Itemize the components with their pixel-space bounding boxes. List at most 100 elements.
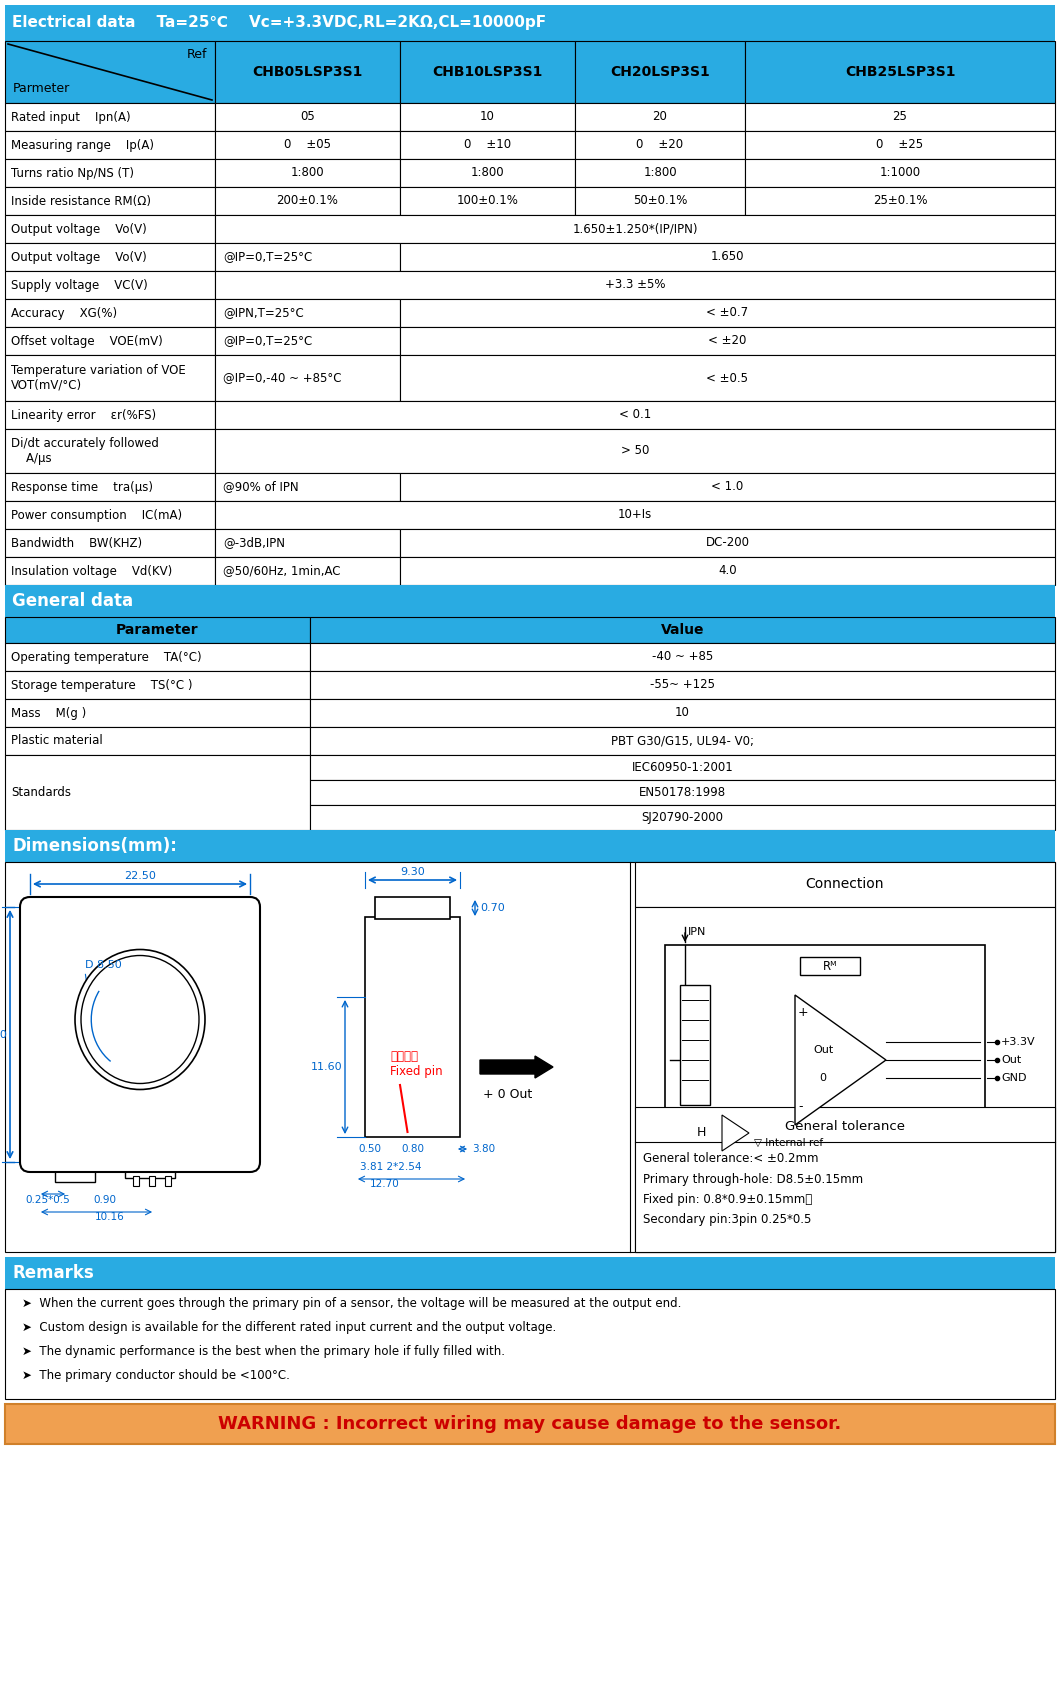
Text: 20: 20 [653, 111, 668, 124]
Text: 10+Is: 10+Is [618, 509, 652, 521]
Polygon shape [722, 1115, 749, 1151]
Text: 10.16: 10.16 [95, 1213, 125, 1223]
Text: 12.70: 12.70 [370, 1178, 400, 1189]
Text: DC-200: DC-200 [706, 536, 749, 550]
Bar [745, 131, 1055, 158]
Text: ➤  The dynamic performance is the best when the primary hole if fully filled wit: ➤ The dynamic performance is the best wh… [22, 1344, 505, 1357]
Text: 22.60: 22.60 [0, 1030, 7, 1039]
Text: Out: Out [813, 1046, 833, 1054]
Text: Parmeter: Parmeter [13, 82, 70, 95]
Bar [5, 698, 310, 727]
Text: Output voltage    Vo(V): Output voltage Vo(V) [11, 250, 146, 264]
Text: @IPN,T=25°C: @IPN,T=25°C [223, 307, 304, 320]
Bar [5, 530, 215, 557]
Bar [5, 727, 310, 754]
Text: 1:800: 1:800 [290, 167, 324, 179]
Bar [5, 5, 1055, 41]
Bar [5, 473, 215, 501]
Bar [400, 187, 575, 215]
Text: Measuring range    Ip(A): Measuring range Ip(A) [11, 138, 154, 152]
Text: Ref: Ref [187, 48, 207, 61]
Bar [5, 41, 215, 102]
Text: 0.90: 0.90 [93, 1196, 117, 1206]
Text: Remarks: Remarks [12, 1264, 93, 1282]
Text: 0    ±25: 0 ±25 [877, 138, 923, 152]
Text: +3.3V: +3.3V [1001, 1037, 1036, 1047]
Bar [125, 1160, 175, 1178]
Bar [5, 1403, 1055, 1444]
Bar [5, 557, 215, 586]
Bar [215, 244, 400, 271]
Text: 22.50: 22.50 [124, 870, 156, 880]
Text: 0    ±10: 0 ±10 [464, 138, 511, 152]
Text: 1:800: 1:800 [471, 167, 505, 179]
Bar [310, 806, 1055, 829]
Bar [310, 754, 1055, 780]
Text: Accuracy    XG(%): Accuracy XG(%) [11, 307, 117, 320]
Text: EN50178:1998: EN50178:1998 [639, 787, 726, 799]
Text: Plastic material: Plastic material [11, 734, 103, 748]
Text: Electrical data    Ta=25℃    Vc=+3.3VDC,RL=2KΩ,CL=10000pF: Electrical data Ta=25℃ Vc=+3.3VDC,RL=2KΩ… [12, 15, 546, 31]
Text: Bandwidth    BW(KHZ): Bandwidth BW(KHZ) [11, 536, 142, 550]
Text: Connection: Connection [806, 877, 884, 891]
Bar [745, 158, 1055, 187]
Bar [310, 671, 1055, 698]
Text: ➤  When the current goes through the primary pin of a sensor, the voltage will b: ➤ When the current goes through the prim… [22, 1296, 682, 1310]
Text: Rated input    Ipn(A): Rated input Ipn(A) [11, 111, 130, 124]
Bar [400, 354, 1055, 400]
Bar [575, 187, 745, 215]
Text: PBT G30/G15, UL94- V0;: PBT G30/G15, UL94- V0; [611, 734, 754, 748]
Text: Response time    tra(μs): Response time tra(μs) [11, 480, 153, 494]
Text: 100±0.1%: 100±0.1% [457, 194, 518, 208]
Bar [400, 244, 1055, 271]
Text: Secondary pin:3pin 0.25*0.5: Secondary pin:3pin 0.25*0.5 [643, 1213, 811, 1226]
Text: SJ20790-2000: SJ20790-2000 [641, 811, 724, 824]
Bar [375, 897, 450, 920]
Bar [215, 400, 1055, 429]
Text: Rᴹ: Rᴹ [823, 959, 837, 972]
Text: 1.650: 1.650 [711, 250, 744, 264]
Text: Primary through-hole: D8.5±0.15mm: Primary through-hole: D8.5±0.15mm [643, 1172, 863, 1185]
Bar [215, 557, 400, 586]
Text: ▽ Internal ref: ▽ Internal ref [754, 1138, 824, 1148]
Text: General tolerance: General tolerance [785, 1121, 905, 1134]
Text: @-3dB,IPN: @-3dB,IPN [223, 536, 285, 550]
FancyBboxPatch shape [20, 897, 260, 1172]
Text: Value: Value [660, 623, 704, 637]
Bar [215, 300, 400, 327]
Bar [5, 862, 1055, 1252]
Bar [215, 327, 400, 354]
Bar [215, 501, 1055, 530]
Text: 固定针脚: 固定针脚 [390, 1051, 418, 1063]
Bar [310, 698, 1055, 727]
Bar [635, 908, 1055, 1252]
Bar [310, 644, 1055, 671]
Bar [215, 102, 400, 131]
Text: < 0.1: < 0.1 [619, 409, 651, 422]
Bar [635, 1107, 1055, 1252]
Text: 10: 10 [675, 707, 690, 719]
Text: Operating temperature    TA(°C): Operating temperature TA(°C) [11, 651, 201, 664]
Bar [400, 102, 575, 131]
Text: +: + [798, 1006, 809, 1020]
Bar [5, 215, 215, 244]
Bar [5, 271, 215, 300]
Bar [5, 187, 215, 215]
Bar [5, 429, 215, 473]
Text: 200±0.1%: 200±0.1% [277, 194, 338, 208]
Bar [400, 327, 1055, 354]
Bar [310, 780, 1055, 806]
Text: < 1.0: < 1.0 [711, 480, 744, 494]
Text: 1:1000: 1:1000 [880, 167, 920, 179]
Text: Di/dt accurately followed
    A/μs: Di/dt accurately followed A/μs [11, 438, 159, 465]
Bar [400, 557, 1055, 586]
Text: 0: 0 [819, 1073, 827, 1083]
Text: Mass    M(g ): Mass M(g ) [11, 707, 86, 719]
Bar [5, 671, 310, 698]
Text: H: H [696, 1126, 706, 1139]
Text: D 8.50: D 8.50 [85, 959, 122, 969]
Text: GND: GND [1001, 1073, 1026, 1083]
Bar [5, 131, 215, 158]
Text: 25: 25 [893, 111, 907, 124]
Text: ➤  The primary conductor should be <100°C.: ➤ The primary conductor should be <100°C… [22, 1369, 289, 1381]
